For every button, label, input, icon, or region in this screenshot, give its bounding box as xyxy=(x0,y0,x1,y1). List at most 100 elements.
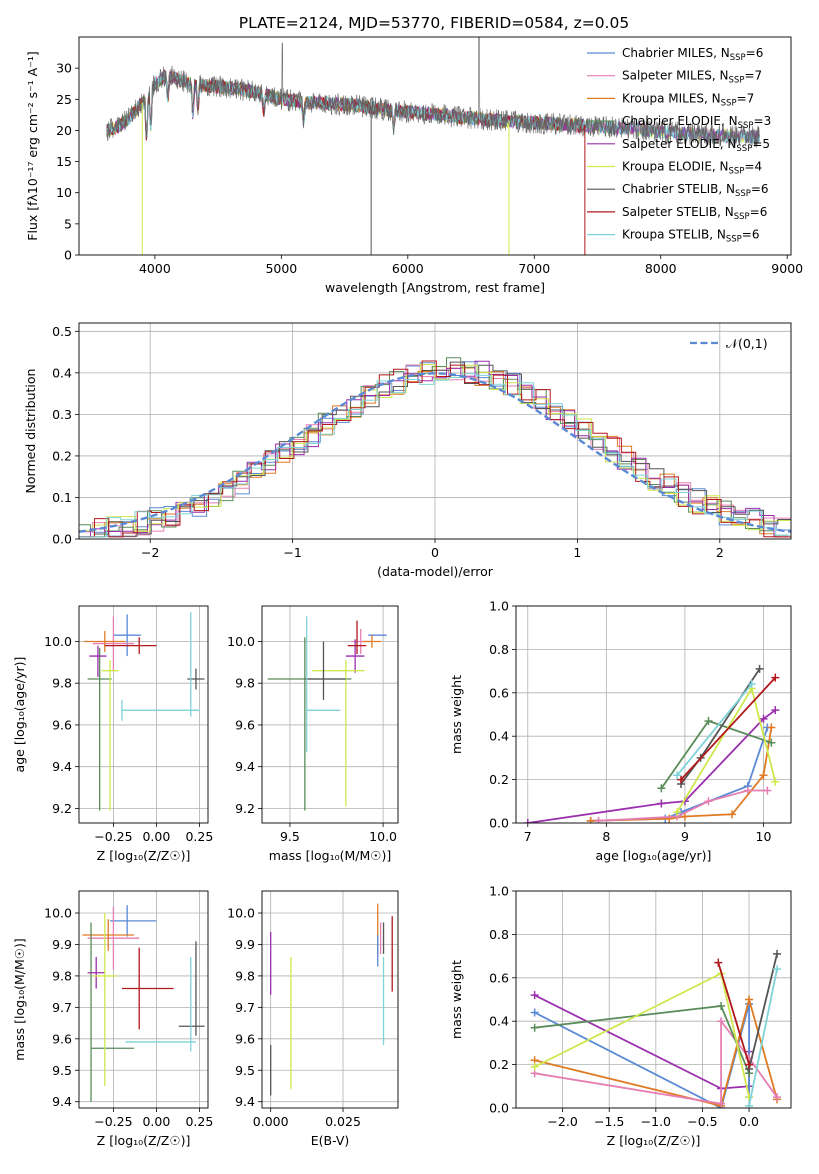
y-axis-label: Flux [fλ10⁻¹⁷ erg cm⁻² s⁻¹ A⁻¹] xyxy=(25,51,40,240)
mass-weight-marker xyxy=(743,786,752,795)
y-tick-label: 0.8 xyxy=(489,927,509,942)
legend-label: Kroupa STELIB, NSSP=6 xyxy=(622,228,760,245)
y-tick-label: 0.0 xyxy=(52,532,72,547)
legend-label-subscript: SSP xyxy=(730,53,746,63)
legend-label-value: =6 xyxy=(742,228,760,242)
plot-area xyxy=(84,612,205,811)
legend-label-subscript: SSP xyxy=(735,189,751,199)
x-tick-label: 10 xyxy=(756,829,772,844)
spectrum-panel: 4000 5000 6000 7000 8000 9000 0 5 10 15 20 25 30 wave… xyxy=(25,36,803,295)
mass-weight-marker xyxy=(745,1060,754,1069)
spectrum-observed-line xyxy=(106,37,760,148)
y-tick-label: 9.2 xyxy=(235,801,255,816)
x-tick-label: 8 xyxy=(602,829,610,844)
x-tick-label: −1.0 xyxy=(641,1114,671,1129)
axes-frame xyxy=(261,890,399,1109)
x-axis-label: age [log₁₀(age/yr)] xyxy=(596,848,712,863)
y-tick-label: 9.7 xyxy=(52,1000,72,1015)
massweight-vs-metallicity-panel: −2.0 −1.5 −1.0 −0.5 0.0 0.0 0.2 0.4 0.6 0.8 1.0 Z [… xyxy=(449,884,792,1148)
legend-label-subscript: SSP xyxy=(729,167,745,177)
legend-label: Chabrier MILES, NSSP=6 xyxy=(622,46,763,63)
axes-frame xyxy=(78,605,209,824)
mass-weight-marker xyxy=(767,723,776,732)
mass-weight-marker xyxy=(523,819,532,823)
legend-label-value: =6 xyxy=(750,205,768,219)
y-tick-label: 9.5 xyxy=(52,1063,72,1078)
histogram-series-ChE xyxy=(79,357,789,538)
legend-label-text: Salpeter STELIB, N xyxy=(622,205,734,219)
legend-label-text: Salpeter ELODIE, N xyxy=(622,137,736,151)
y-tick-label: 9.8 xyxy=(52,968,72,983)
x-tick-label: 2 xyxy=(716,545,724,560)
x-tick-label: −1 xyxy=(283,545,301,560)
plot-area xyxy=(530,949,782,1108)
y-tick-label: 0.4 xyxy=(52,365,72,380)
mass-weight-marker xyxy=(773,1093,782,1102)
y-tick-label: 0 xyxy=(64,248,72,263)
x-axis-label: E(B-V) xyxy=(311,1133,350,1148)
y-tick-label: 0.0 xyxy=(489,1101,509,1116)
histogram-panel: −2 −1 0 1 2 0.0 0.1 0.2 0.3 0.4 0.5 (data-model)/er… xyxy=(23,322,792,579)
mass-weight-marker xyxy=(594,816,603,823)
plot-area xyxy=(270,903,393,1096)
y-tick-label: 9.6 xyxy=(235,717,255,732)
y-tick-label: 9.8 xyxy=(235,676,255,691)
x-tick-label: 7 xyxy=(524,829,532,844)
x-tick-label: 0.00 xyxy=(142,829,170,844)
plot-area xyxy=(82,905,205,1102)
mass-weight-marker xyxy=(728,810,737,819)
x-tick-label: −2.0 xyxy=(547,1114,577,1129)
mass-weight-marker xyxy=(714,958,723,967)
y-tick-label: 1.0 xyxy=(489,599,509,614)
mass-weight-marker xyxy=(759,714,768,723)
mass-weight-line-KrS xyxy=(748,968,778,1106)
spectrum-title: PLATE=2124, MJD=53770, FIBERID=0584, z=0… xyxy=(239,14,629,32)
age-vs-mass-panel: 9.5 10.0 9.2 9.4 9.6 9.8 10.0 mass [log₁₀(M/M☉)… xyxy=(227,605,399,863)
plot-area xyxy=(106,37,760,255)
legend-label-value: =7 xyxy=(737,91,755,105)
histogram-series-KrS xyxy=(79,373,790,538)
y-axis-label: mass [log₁₀(M/M☉)] xyxy=(12,938,27,1060)
age-vs-metallicity-panel: −0.25 0.00 0.25 9.2 9.4 9.6 9.8 10.0 Z [log₁₀(Z/… xyxy=(12,605,213,863)
y-tick-label: 10 xyxy=(56,185,72,200)
legend-label-normal: 𝒩(0,1) xyxy=(726,336,768,351)
y-axis-label: age [log₁₀(age/yr)] xyxy=(12,657,27,773)
mass-weight-line-SaS xyxy=(717,962,750,1065)
mass-weight-line-ChE xyxy=(534,1005,750,1074)
y-tick-label: 9.7 xyxy=(235,1000,255,1015)
mass-weight-marker xyxy=(717,1017,726,1026)
legend-label-text: Chabrier ELODIE, N xyxy=(622,114,738,128)
mass-vs-ebv-panel: 0.000 0.025 9.4 9.5 9.6 9.7 9.8 9.9 10.0 E(B-V) xyxy=(227,890,399,1148)
y-tick-label: 0.2 xyxy=(489,1057,509,1072)
legend-label-subscript: SSP xyxy=(721,98,737,108)
y-tick-label: 9.6 xyxy=(52,1031,72,1046)
mass-weight-marker xyxy=(767,738,776,747)
x-tick-label: 10.0 xyxy=(369,829,397,844)
y-tick-label: 9.8 xyxy=(235,968,255,983)
x-tick-label: 0.025 xyxy=(325,1114,361,1129)
legend-label-text: Chabrier MILES, N xyxy=(622,46,730,60)
mass-weight-marker xyxy=(673,808,682,817)
x-axis-label: Z [log₁₀(Z/Z☉)] xyxy=(97,848,191,863)
y-tick-label: 0.5 xyxy=(52,324,72,339)
mass-weight-marker xyxy=(657,799,666,808)
mass-weight-marker xyxy=(530,991,539,1000)
y-tick-label: 15 xyxy=(56,154,72,169)
y-axis-label: mass weight xyxy=(449,675,464,754)
histogram-series-ChS xyxy=(80,361,791,538)
y-tick-label: 0.6 xyxy=(489,970,509,985)
plot-area xyxy=(523,664,780,823)
y-tick-label: 0.2 xyxy=(489,772,509,787)
mass-weight-marker xyxy=(755,664,764,673)
legend-label-subscript: SSP xyxy=(734,212,750,222)
y-tick-label: 0.6 xyxy=(489,685,509,700)
mass-weight-marker xyxy=(673,771,682,780)
x-tick-label: −1.5 xyxy=(594,1114,624,1129)
y-tick-label: 0.2 xyxy=(52,448,72,463)
normal-curve xyxy=(79,372,791,533)
y-axis-label: mass weight xyxy=(449,960,464,1039)
mass-weight-line-ChM xyxy=(534,1003,750,1108)
mass-weight-marker xyxy=(745,995,754,1004)
mass-weight-marker xyxy=(677,775,685,784)
